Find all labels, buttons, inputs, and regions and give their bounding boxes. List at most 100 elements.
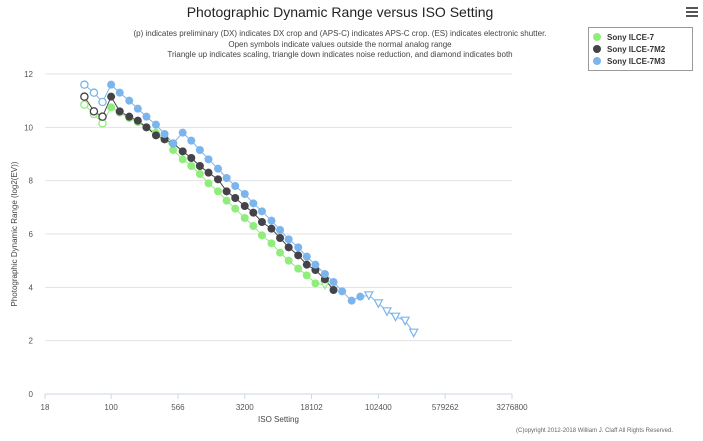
data-point [222, 196, 231, 205]
data-point-open [80, 100, 89, 109]
data-point [133, 116, 142, 125]
data-point-triangle-down [390, 312, 401, 322]
data-point [107, 92, 116, 101]
data-point [151, 120, 160, 129]
data-point [294, 264, 303, 273]
data-point [222, 174, 231, 182]
data-point [125, 112, 134, 121]
data-point [284, 243, 293, 252]
copyright-notice: (C)opyright 2012-2018 William J. Claff A… [516, 428, 673, 434]
x-tick-label: 3276800 [496, 403, 528, 412]
data-point [356, 292, 365, 301]
data-point-open [80, 80, 89, 89]
data-point-triangle-down [373, 299, 384, 309]
x-tick-label: 18102 [300, 403, 323, 412]
data-point [214, 164, 223, 173]
data-point [240, 202, 249, 210]
data-point [231, 182, 240, 190]
data-point [151, 131, 160, 140]
legend-label: Sony ILCE-7 [607, 32, 655, 42]
data-point [160, 130, 169, 138]
data-point-open [98, 112, 107, 121]
chart-legend: Sony ILCE-7 Sony ILCE-7M2 Sony ILCE-7M3 [588, 27, 693, 71]
series-line [84, 104, 325, 286]
y-tick-label: 0 [29, 390, 34, 399]
data-point [311, 260, 320, 269]
data-point [240, 214, 249, 222]
data-point [276, 226, 285, 234]
data-point [133, 104, 142, 113]
y-tick-label: 8 [29, 177, 34, 186]
data-point [187, 136, 196, 145]
data-point [294, 243, 303, 252]
data-point [195, 146, 204, 154]
legend-label: Sony ILCE-7M2 [607, 44, 666, 54]
x-tick-label: 102400 [365, 403, 392, 412]
data-point [338, 287, 347, 296]
y-axis-label: Photographic Dynamic Range (log2(EV)) [10, 161, 19, 306]
data-point [195, 162, 204, 170]
data-point [231, 204, 240, 213]
data-point [302, 260, 311, 269]
data-point [204, 168, 213, 177]
chart-subtitle-line-2: Open symbols indicate values outside the… [228, 40, 452, 49]
data-point [329, 286, 338, 294]
legend-label: Sony ILCE-7M3 [607, 56, 666, 66]
y-tick-label: 10 [24, 123, 33, 132]
data-point [311, 279, 320, 288]
data-point [249, 222, 258, 230]
y-tick-label: 6 [29, 230, 34, 239]
data-point [302, 271, 311, 280]
x-tick-label: 3200 [236, 403, 254, 412]
legend-dot-icon [593, 45, 601, 53]
data-point [320, 270, 329, 278]
series-line [83, 95, 334, 291]
data-point [107, 103, 116, 112]
data-point [257, 218, 266, 226]
data-point [195, 170, 204, 178]
data-point [178, 128, 187, 137]
data-point [276, 234, 285, 242]
data-point [249, 208, 258, 217]
data-point [257, 231, 266, 240]
legend-item-1[interactable]: Sony ILCE-7M2 [593, 43, 665, 55]
data-point [302, 252, 311, 261]
data-point [294, 251, 303, 260]
data-point [257, 207, 266, 216]
data-point [329, 278, 338, 286]
data-point [249, 199, 258, 208]
data-point [231, 194, 240, 202]
data-point [276, 248, 285, 257]
data-point [204, 179, 213, 188]
data-point [222, 187, 231, 196]
data-point [187, 162, 196, 170]
data-point [142, 112, 151, 121]
data-point [214, 187, 223, 196]
legend-item-2[interactable]: Sony ILCE-7M3 [593, 55, 665, 67]
data-point [187, 154, 196, 162]
data-point [267, 216, 276, 225]
hamburger-menu-icon[interactable] [686, 7, 698, 18]
legend-dot-icon [593, 33, 601, 41]
data-point [204, 155, 213, 164]
x-axis-label: ISO Setting [258, 415, 299, 424]
data-point [178, 155, 187, 164]
x-tick-label: 18 [41, 403, 50, 412]
data-point [178, 147, 187, 156]
data-point-triangle-down [363, 291, 374, 301]
y-tick-label: 2 [29, 337, 34, 346]
legend-item-0[interactable]: Sony ILCE-7 [593, 31, 654, 43]
data-point [347, 296, 356, 305]
data-point [214, 175, 223, 184]
data-point-open [89, 88, 99, 97]
series-line [84, 83, 415, 333]
chart-subtitle-line-3: Triangle up indicates scaling, triangle … [167, 50, 513, 59]
y-tick-label: 4 [29, 283, 34, 292]
data-point-triangle-down [381, 307, 392, 317]
data-point [240, 190, 249, 198]
legend-dot-icon [593, 57, 601, 65]
data-point [169, 146, 178, 154]
data-point-open [89, 107, 99, 116]
x-tick-label: 100 [104, 403, 118, 412]
